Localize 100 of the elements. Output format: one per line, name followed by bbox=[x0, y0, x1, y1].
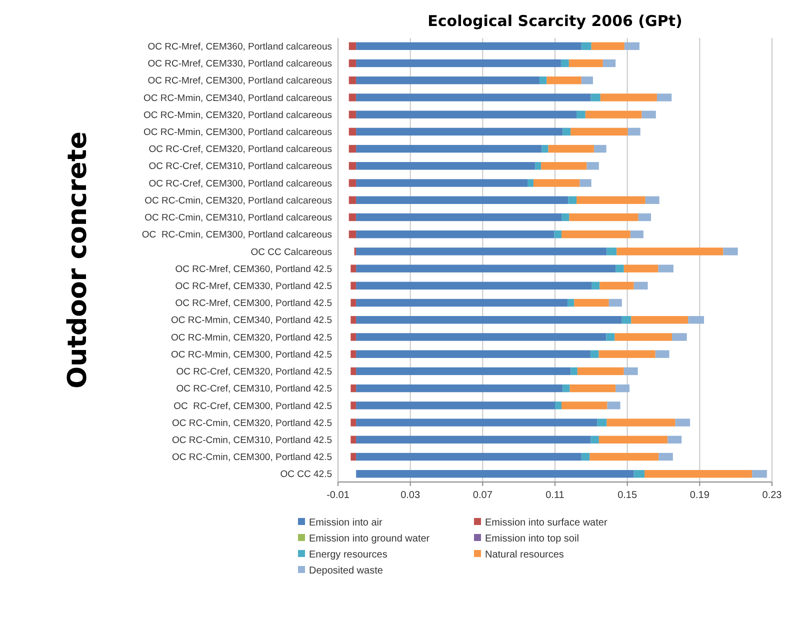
x-tick-label: 0.11 bbox=[546, 490, 565, 501]
y-tick-label: OC CC 42.5 bbox=[280, 469, 332, 480]
y-tick-label: OC RC-Mmin, CEM320, Portland calcareous bbox=[144, 110, 332, 121]
bar bbox=[628, 128, 640, 136]
bar bbox=[350, 452, 356, 461]
bar bbox=[642, 110, 656, 118]
bar bbox=[590, 350, 599, 358]
bar bbox=[634, 282, 648, 290]
bar bbox=[600, 94, 657, 102]
bar bbox=[658, 452, 673, 461]
x-tick-label: 0.07 bbox=[472, 490, 493, 501]
bar bbox=[350, 418, 356, 426]
bar bbox=[580, 179, 592, 187]
x-tick-label: 0.03 bbox=[400, 490, 420, 501]
bar bbox=[590, 94, 600, 102]
bar bbox=[630, 230, 644, 238]
bar bbox=[688, 316, 704, 324]
bar bbox=[356, 436, 591, 444]
bar bbox=[554, 230, 562, 238]
bar bbox=[568, 196, 577, 204]
bar bbox=[356, 452, 582, 461]
bar bbox=[356, 230, 554, 238]
bar bbox=[350, 350, 356, 358]
chart-title: Ecological Scarcity 2006 (GPt) bbox=[428, 12, 682, 30]
legend-label: Emission into top soil bbox=[485, 534, 579, 544]
bar bbox=[548, 144, 594, 153]
bar bbox=[533, 179, 580, 187]
bar bbox=[356, 384, 563, 392]
bar bbox=[606, 418, 676, 426]
bar bbox=[350, 298, 356, 307]
y-tick-label: OC RC-Cmin, CEM310, Portland calcareous bbox=[144, 212, 332, 224]
bar bbox=[752, 470, 767, 478]
bar bbox=[631, 316, 688, 324]
bar bbox=[570, 384, 616, 392]
bar bbox=[348, 76, 356, 84]
bar bbox=[528, 179, 534, 187]
bar bbox=[606, 333, 615, 341]
bar bbox=[585, 110, 642, 118]
y-tick-label: OC RC-Mmin, CEM340, Portland calcareous bbox=[144, 92, 332, 104]
legend-label: Emission into air bbox=[309, 518, 384, 528]
bar bbox=[348, 213, 356, 222]
bar bbox=[562, 402, 608, 410]
bar bbox=[581, 452, 590, 461]
y-tick-label: OC RC-Cref, CEM310, Portland 42.5 bbox=[176, 384, 332, 395]
bar bbox=[348, 128, 356, 136]
bar bbox=[638, 213, 652, 222]
y-tick-label: OC CC Calcareous bbox=[250, 246, 332, 258]
y-tick-label: OC RC-Cmin, CEM300, Portland calcareous bbox=[142, 230, 332, 241]
y-tick-label: OC RC-Mref, CEM360, Portland 42.5 bbox=[175, 264, 332, 275]
bar bbox=[348, 196, 356, 204]
bar bbox=[570, 128, 628, 136]
bar bbox=[655, 350, 670, 358]
bar bbox=[356, 402, 555, 410]
x-tick-label: 0.15 bbox=[618, 490, 638, 501]
bar bbox=[569, 213, 638, 222]
bar bbox=[616, 248, 724, 256]
bar bbox=[348, 230, 356, 238]
bar bbox=[658, 264, 674, 272]
legend-label: Energy resources bbox=[309, 550, 388, 560]
bar bbox=[356, 316, 622, 324]
bar bbox=[541, 162, 587, 170]
bar bbox=[586, 162, 599, 170]
bar bbox=[675, 418, 690, 426]
bar bbox=[624, 42, 640, 50]
y-tick-label: OC RC-Cmin, CEM310, Portland 42.5 bbox=[172, 434, 332, 446]
y-tick-label: OC RC-Cref, CEM300, Portland calcareous bbox=[148, 178, 332, 190]
bar bbox=[570, 367, 578, 376]
bar bbox=[542, 144, 548, 153]
bar bbox=[574, 298, 609, 307]
bar bbox=[350, 264, 356, 272]
bar bbox=[608, 298, 622, 307]
bar bbox=[590, 436, 599, 444]
bar bbox=[350, 402, 356, 410]
bar bbox=[356, 298, 568, 307]
bar bbox=[576, 110, 586, 118]
bar bbox=[348, 42, 356, 50]
bar bbox=[539, 76, 547, 84]
y-tick-label: OC RC-Mref, CEM330, Portland 42.5 bbox=[175, 280, 332, 292]
bar bbox=[356, 470, 634, 478]
x-tick-label: 0.19 bbox=[690, 490, 710, 501]
bar bbox=[356, 367, 571, 376]
bar bbox=[356, 110, 577, 118]
bar bbox=[356, 282, 592, 290]
bar bbox=[581, 76, 593, 84]
bar bbox=[356, 128, 563, 136]
bar bbox=[356, 94, 591, 102]
bar bbox=[614, 333, 672, 341]
bar bbox=[356, 196, 568, 204]
bar bbox=[598, 436, 668, 444]
bar bbox=[350, 333, 356, 341]
bar bbox=[581, 42, 592, 50]
y-tick-label: OC RC-Mmin, CEM300, Portland 42.5 bbox=[170, 349, 332, 360]
bar bbox=[594, 144, 606, 153]
x-tick-label: -0.01 bbox=[326, 490, 350, 501]
y-axis-title: Outdoor concrete bbox=[63, 132, 93, 388]
bar bbox=[356, 42, 582, 50]
bar bbox=[591, 42, 624, 50]
bar bbox=[356, 264, 616, 272]
bar bbox=[656, 94, 672, 102]
bar bbox=[672, 333, 687, 341]
